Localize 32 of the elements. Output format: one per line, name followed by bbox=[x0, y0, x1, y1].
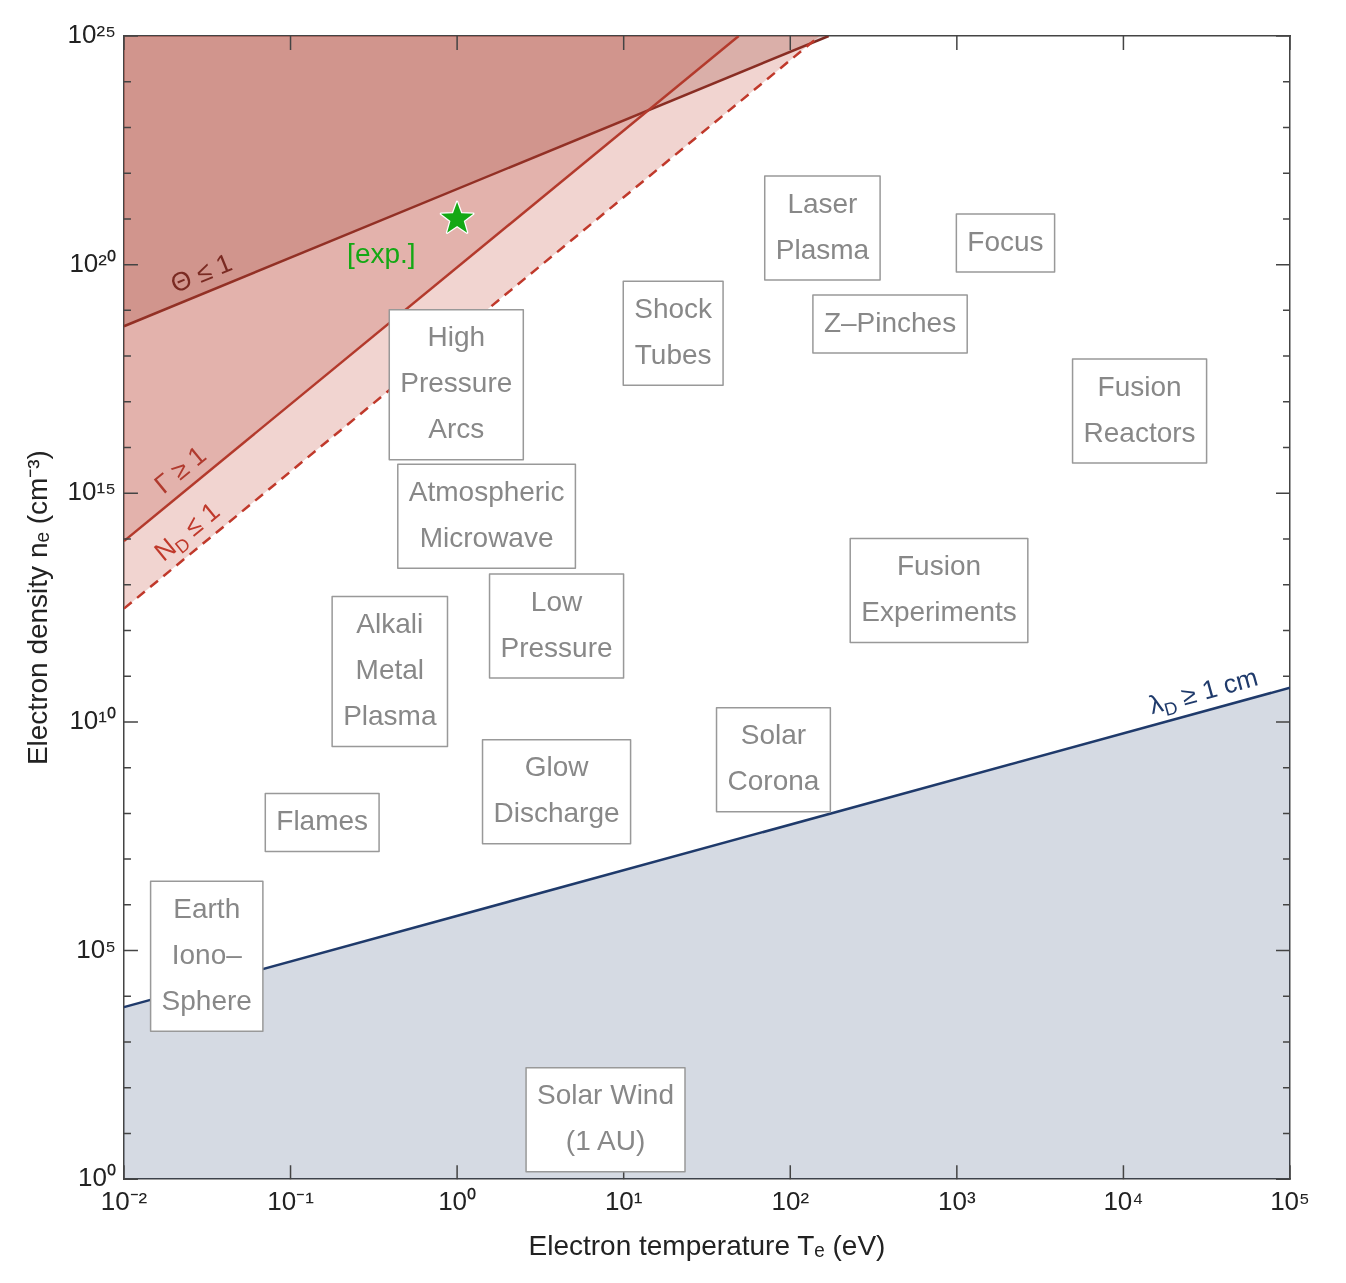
x-tick-label: 10⁻¹ bbox=[267, 1185, 315, 1216]
annotation: Z–Pinches bbox=[823, 306, 957, 338]
annotation: Low Pressure bbox=[500, 585, 613, 663]
annotation: Solar Corona bbox=[727, 719, 820, 797]
x-tick-label: 10³ bbox=[938, 1185, 976, 1216]
text: λD ≥ 1 cm bbox=[1145, 661, 1261, 721]
annotation: Earth Iono– Sphere bbox=[161, 892, 252, 1016]
annotation: Flames bbox=[276, 805, 369, 837]
x-tick-label: 10⁵ bbox=[1270, 1185, 1310, 1216]
annotation: Shock Tubes bbox=[634, 292, 714, 370]
y-tick-label: 10¹⁰ bbox=[69, 705, 116, 736]
annotation: Alkali Metal Plasma bbox=[343, 608, 437, 732]
annotation: High Pressure Arcs bbox=[400, 321, 513, 445]
y-tick-label: 10²⁰ bbox=[69, 247, 116, 278]
annotation: Atmospheric Microwave bbox=[408, 475, 565, 553]
x-tick-label: 10⁰ bbox=[438, 1185, 477, 1216]
y-tick-label: 10¹⁵ bbox=[67, 476, 116, 507]
x-axis-title: Electron temperature Tₑ (eV) bbox=[528, 1229, 886, 1261]
annotation: Fusion Reactors bbox=[1083, 370, 1196, 448]
y-tick-label: 10⁵ bbox=[76, 933, 116, 964]
annotation: Focus bbox=[967, 225, 1044, 257]
annotation: Laser Plasma bbox=[775, 187, 870, 265]
series-label: Θ ≤ 1 bbox=[166, 247, 237, 299]
y-tick-label: 10²⁵ bbox=[67, 19, 116, 50]
annotation: Fusion Experiments bbox=[861, 550, 1017, 628]
series-label: [exp.] bbox=[347, 237, 416, 269]
x-tick-label: 10² bbox=[771, 1185, 810, 1216]
annotation: Solar Wind (1 AU) bbox=[537, 1079, 674, 1157]
annotation: Glow Discharge bbox=[493, 751, 620, 829]
y-axis-title: Electron density nₑ (cm⁻³) bbox=[21, 450, 53, 766]
x-tick-label: 10¹ bbox=[604, 1185, 643, 1216]
x-tick-label: 10⁴ bbox=[1103, 1185, 1144, 1216]
